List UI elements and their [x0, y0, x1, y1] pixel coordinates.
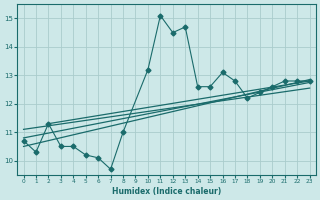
X-axis label: Humidex (Indice chaleur): Humidex (Indice chaleur): [112, 187, 221, 196]
